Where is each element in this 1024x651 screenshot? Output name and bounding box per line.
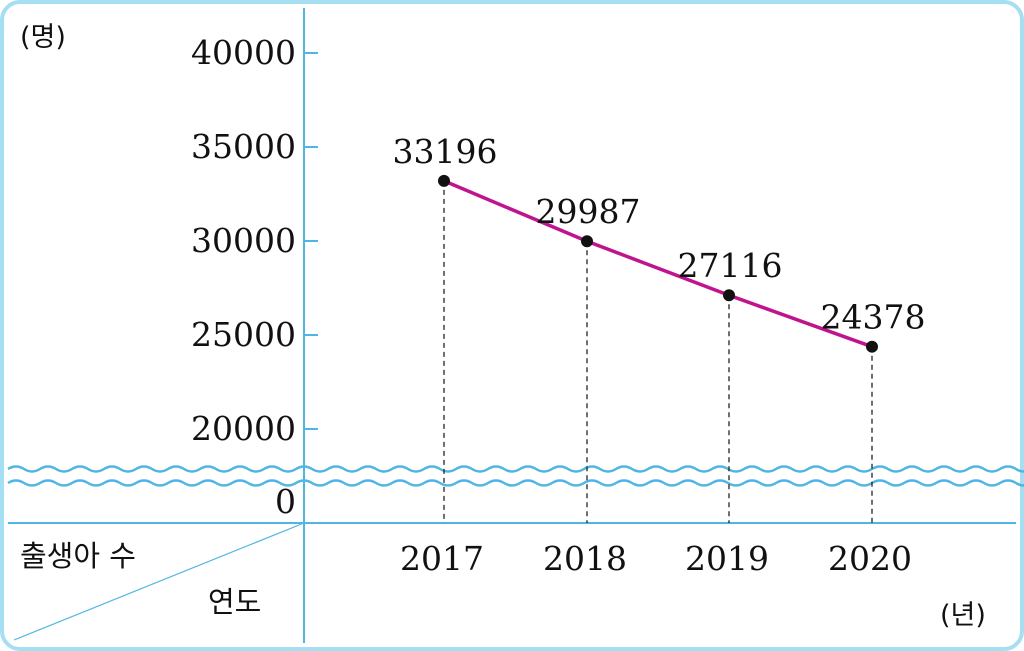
series-line (443, 179, 873, 349)
corner-label-year: 연도 (208, 585, 261, 619)
data-point (581, 235, 593, 248)
x-tick-label: 2020 (828, 539, 912, 578)
x-tick-label: 2019 (685, 539, 769, 578)
axis-break-wave-lower (7, 479, 1024, 487)
y-unit-label: (명) (20, 22, 66, 53)
y-tick-label: 35000 (191, 127, 296, 166)
corner-diagonal (13, 522, 305, 641)
data-label: 24378 (821, 298, 926, 337)
y-tick-label: 20000 (191, 409, 296, 448)
axis-break-wave-upper (7, 465, 1024, 473)
x-tick-label: 2018 (543, 539, 627, 578)
corner-label-births: 출생아 수 (20, 539, 136, 573)
x-tick-labels: 2017 2018 2019 2020 (400, 539, 912, 578)
y-ticks: 40000 35000 30000 25000 20000 (191, 33, 318, 448)
y-zero-label: 0 (275, 482, 296, 521)
data-label: 33196 (393, 132, 498, 171)
data-point (866, 340, 878, 353)
y-tick-label: 30000 (191, 221, 296, 260)
x-tick-label: 2017 (400, 539, 484, 578)
data-point (723, 289, 735, 302)
data-point (438, 174, 450, 187)
y-tick-label: 25000 (191, 315, 296, 354)
x-unit-label: (년) (940, 600, 986, 631)
data-label: 27116 (678, 246, 783, 285)
data-label: 29987 (536, 192, 641, 231)
series-group: 33196 29987 27116 24378 (393, 132, 926, 353)
y-tick-label: 40000 (191, 33, 296, 72)
dashed-guide-lines (443, 180, 873, 523)
